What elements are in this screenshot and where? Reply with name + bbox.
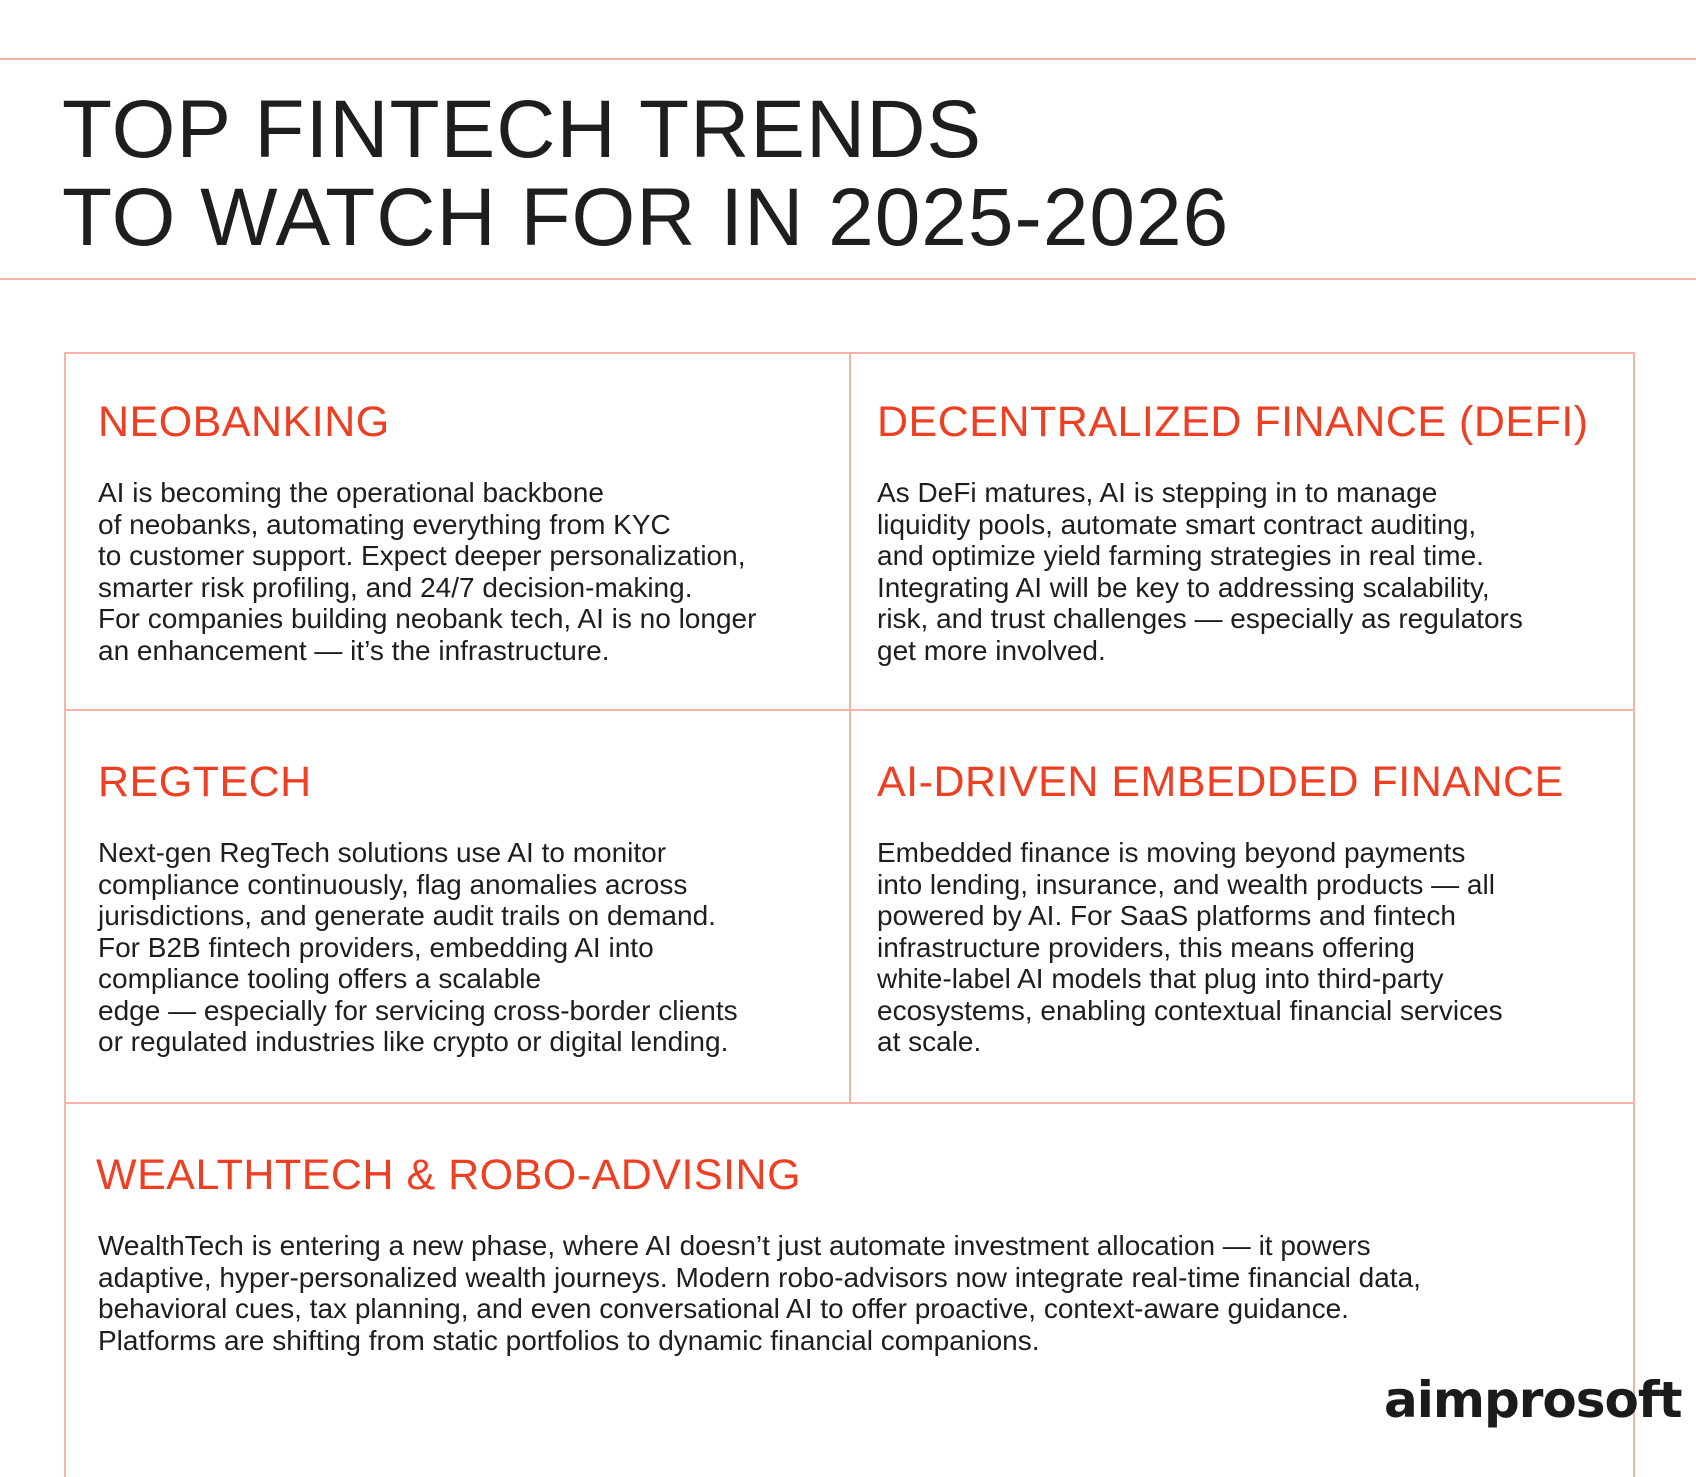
card-text-line: For companies building neobank tech, AI …: [98, 603, 757, 634]
card-text-line: behavioral cues, tax planning, and even …: [98, 1293, 1349, 1324]
card-text-line: Platforms are shifting from static portf…: [98, 1324, 1040, 1356]
card-text-line: ecosystems, enabling contextual financia…: [877, 994, 1503, 1026]
card-heading: WEALTHTECH & ROBO-ADVISING: [96, 1151, 802, 1199]
card-text-line: compliance tooling offers a scalable: [98, 963, 542, 994]
card-regtech: REGTECH Next-gen RegTech solutions use A…: [98, 757, 738, 1058]
card-text-line: Embedded finance is moving beyond paymen…: [877, 837, 1466, 868]
card-text-line: liquidity pools, automate smart contract…: [877, 508, 1477, 540]
card-text-line: into lending, insurance, and wealth prod…: [877, 868, 1495, 900]
card-text-line: Integrating AI will be key to addressing…: [877, 571, 1490, 603]
card-text-line: As DeFi matures, AI is stepping in to ma…: [877, 477, 1438, 508]
card-text-line: get more involved.: [877, 634, 1106, 666]
card-text-line: at scale.: [877, 1026, 982, 1057]
card-heading: AI-DRIVEN EMBEDDED FINANCE: [877, 758, 1564, 806]
card-heading: DECENTRALIZED FINANCE (DEFI): [877, 398, 1589, 446]
title-bottom-divider: [0, 278, 1696, 280]
card-text-line: AI is becoming the operational backbone: [98, 477, 604, 508]
card-body: Next-gen RegTech solutions use AI to mon…: [98, 837, 738, 1058]
card-text-line: an enhancement — it’s the infrastructure…: [98, 634, 610, 666]
card-text-line: compliance continuously, flag anomalies …: [98, 868, 688, 900]
card-text-line: to customer support. Expect deeper perso…: [98, 540, 746, 571]
page-title: TOP FINTECH TRENDS TO WATCH FOR IN 2025-…: [62, 86, 1229, 262]
card-heading: NEOBANKING: [98, 398, 390, 446]
page-title-line-2: TO WATCH FOR IN 2025-2026: [62, 172, 1230, 263]
card-text-line: white-label AI models that plug into thi…: [877, 963, 1444, 994]
card-text-line: Next-gen RegTech solutions use AI to mon…: [98, 837, 667, 868]
card-text-line: smarter risk profiling, and 24/7 decisio…: [98, 571, 693, 603]
card-body: As DeFi matures, AI is stepping in to ma…: [877, 477, 1589, 666]
card-text-line: and optimize yield farming strategies in…: [877, 540, 1484, 571]
card-text-line: powered by AI. For SaaS platforms and fi…: [877, 900, 1456, 931]
card-text-line: or regulated industries like crypto or d…: [98, 1026, 729, 1057]
card-text-line: risk, and trust challenges — especially …: [877, 603, 1523, 634]
card-body: Embedded finance is moving beyond paymen…: [877, 837, 1564, 1058]
brand-logo: aimprosoft: [1384, 1371, 1683, 1429]
card-text-line: infrastructure providers, this means off…: [877, 931, 1415, 963]
card-text-line: edge — especially for servicing cross-bo…: [98, 994, 738, 1026]
card-embedded-finance: AI-DRIVEN EMBEDDED FINANCE Embedded fina…: [877, 757, 1564, 1058]
card-text-line: of neobanks, automating everything from …: [98, 508, 671, 540]
card-neobanking: NEOBANKING AI is becoming the operationa…: [98, 397, 756, 666]
grid-row-divider-2: [64, 1102, 1635, 1104]
card-text-line: jurisdictions, and generate audit trails…: [98, 900, 716, 931]
card-text-line: adaptive, hyper-personalized wealth jour…: [98, 1261, 1421, 1293]
card-text-line: WealthTech is entering a new phase, wher…: [98, 1230, 1371, 1261]
card-text-line: For B2B fintech providers, embedding AI …: [98, 931, 654, 963]
grid-center-divider: [849, 352, 851, 1104]
grid-left-border: [64, 352, 66, 1477]
top-divider: [0, 58, 1696, 60]
card-body: AI is becoming the operational backbone …: [98, 477, 756, 666]
card-defi: DECENTRALIZED FINANCE (DEFI) As DeFi mat…: [877, 397, 1589, 666]
card-body: WealthTech is entering a new phase, wher…: [98, 1230, 1421, 1356]
grid-row-divider-1: [64, 709, 1635, 711]
card-wealthtech: WEALTHTECH & ROBO-ADVISING WealthTech is…: [96, 1150, 1421, 1356]
page-title-line-1: TOP FINTECH TRENDS: [62, 84, 983, 175]
card-heading: REGTECH: [98, 758, 312, 806]
grid-right-border: [1633, 352, 1635, 1477]
